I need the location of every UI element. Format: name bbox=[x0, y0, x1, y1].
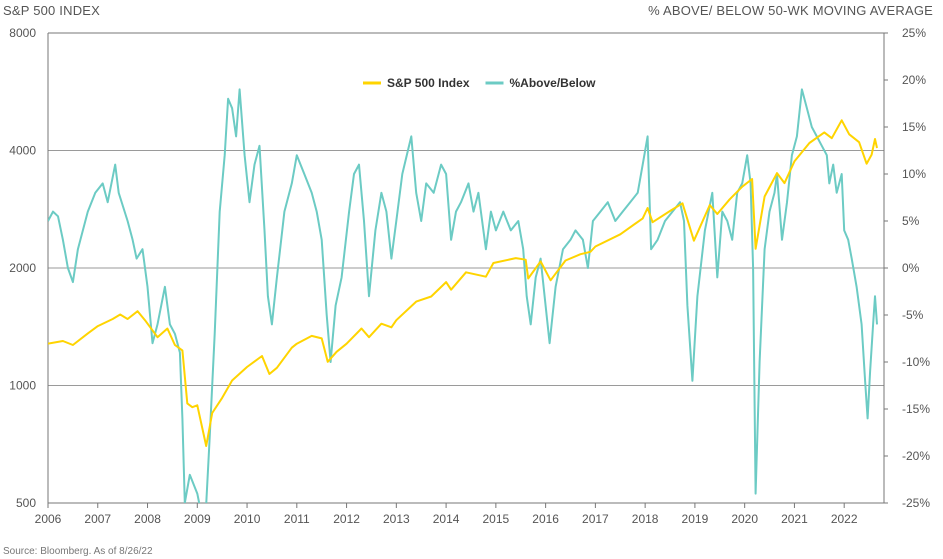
x-tick-label: 2008 bbox=[134, 512, 161, 526]
source-note: Source: Bloomberg. As of 8/26/22 bbox=[3, 546, 153, 557]
right-tick-label: -15% bbox=[902, 402, 930, 416]
pct-series-line bbox=[48, 88, 878, 503]
x-tick-label: 2015 bbox=[483, 512, 510, 526]
right-tick-label: 20% bbox=[902, 73, 926, 87]
x-tick-label: 2018 bbox=[632, 512, 659, 526]
right-tick-label: -25% bbox=[902, 496, 930, 510]
left-tick-label: 4000 bbox=[9, 144, 36, 158]
right-tick-label: 0% bbox=[902, 261, 920, 275]
right-tick-label: -20% bbox=[902, 449, 930, 463]
x-tick-label: 2021 bbox=[781, 512, 808, 526]
x-tick-label: 2006 bbox=[35, 512, 62, 526]
legend-label: %Above/Below bbox=[510, 76, 597, 90]
x-tick-label: 2016 bbox=[532, 512, 559, 526]
spx-series-line bbox=[48, 119, 878, 447]
x-tick-label: 2022 bbox=[831, 512, 858, 526]
right-axis-title: % ABOVE/ BELOW 50-WK MOVING AVERAGE bbox=[648, 3, 933, 18]
right-tick-label: -10% bbox=[902, 355, 930, 369]
x-tick-label: 2013 bbox=[383, 512, 410, 526]
series-layer bbox=[48, 88, 878, 503]
x-tick-label: 2017 bbox=[582, 512, 609, 526]
x-tick-label: 2009 bbox=[184, 512, 211, 526]
right-tick-label: 10% bbox=[902, 167, 926, 181]
x-tick-label: 2012 bbox=[333, 512, 360, 526]
legend: S&P 500 Index %Above/Below bbox=[363, 76, 596, 90]
left-axis-title: S&P 500 INDEX bbox=[3, 3, 101, 18]
right-tick-label: -5% bbox=[902, 308, 924, 322]
gridlines bbox=[48, 150, 884, 386]
x-axis-ticks: 2006 2007 2008 2009 2010 2011 2012 2013 2014 2015… bbox=[35, 503, 858, 526]
x-tick-label: 2014 bbox=[433, 512, 460, 526]
right-axis-ticks: 25% 20% 15% 10% 5% 0% -5% -10% -15% -20% -25% bbox=[884, 26, 930, 510]
left-tick-label: 8000 bbox=[9, 26, 36, 40]
right-tick-label: 5% bbox=[902, 214, 920, 228]
x-tick-label: 2020 bbox=[731, 512, 758, 526]
x-tick-label: 2010 bbox=[234, 512, 261, 526]
left-tick-label: 1000 bbox=[9, 379, 36, 393]
left-tick-label: 2000 bbox=[9, 261, 36, 275]
x-tick-label: 2019 bbox=[682, 512, 709, 526]
legend-label: S&P 500 Index bbox=[387, 76, 470, 90]
x-tick-label: 2011 bbox=[284, 512, 310, 526]
right-tick-label: 15% bbox=[902, 120, 926, 134]
x-tick-label: 2007 bbox=[84, 512, 111, 526]
right-tick-label: 25% bbox=[902, 26, 926, 40]
left-tick-label: 500 bbox=[16, 496, 36, 510]
left-axis-ticks: 500 1000 2000 4000 8000 bbox=[9, 26, 36, 510]
